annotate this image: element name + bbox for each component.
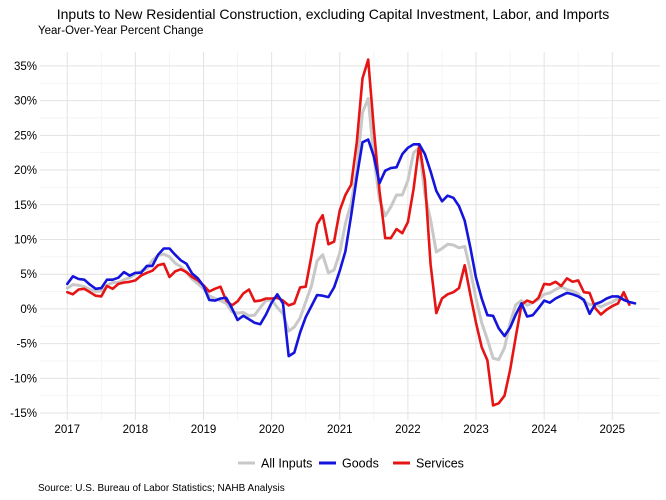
y-tick-label: 5% — [20, 269, 37, 281]
x-tick-label: 2020 — [259, 424, 285, 436]
x-tick-label: 2022 — [395, 424, 421, 436]
legend-label: Services — [416, 457, 464, 471]
x-axis: 2017 2018 2019 2020 2021 2022 2023 2024 2025 — [54, 424, 625, 436]
y-tick-label: -10% — [10, 373, 37, 385]
y-tick-label: -5% — [17, 339, 37, 351]
x-tick-label: 2019 — [191, 424, 217, 436]
x-tick-label: 2018 — [123, 424, 149, 436]
chart-subtitle: Year-Over-Year Percent Change — [38, 25, 204, 37]
y-tick-label: 25% — [14, 130, 37, 142]
y-axis: 35% 30% 25% 20% 15% 10% 5% 0% -5% -10% -15% — [10, 61, 37, 420]
y-tick-label: 35% — [14, 61, 37, 73]
y-tick-label: 0% — [20, 304, 37, 316]
y-tick-label: 15% — [14, 200, 37, 212]
y-tick-label: 30% — [14, 96, 37, 108]
source-note: Source: U.S. Bureau of Labor Statistics;… — [38, 483, 285, 494]
series-lines — [65, 58, 637, 407]
x-tick-label: 2023 — [463, 424, 489, 436]
y-tick-label: 20% — [14, 165, 37, 177]
y-tick-label: -15% — [10, 408, 37, 420]
chart-title: Inputs to New Residential Construction, … — [56, 6, 610, 22]
y-tick-label: 10% — [14, 234, 37, 246]
legend: All Inputs Goods Services — [238, 457, 464, 471]
x-tick-label: 2024 — [531, 424, 557, 436]
x-tick-label: 2017 — [54, 424, 80, 436]
legend-label: Goods — [342, 457, 379, 471]
series-line-services — [66, 58, 631, 407]
series-line-goods — [66, 138, 637, 358]
x-tick-label: 2021 — [327, 424, 353, 436]
grid — [40, 52, 660, 420]
plot-area — [40, 52, 660, 420]
legend-label: All Inputs — [261, 457, 312, 471]
x-tick-label: 2025 — [600, 424, 626, 436]
